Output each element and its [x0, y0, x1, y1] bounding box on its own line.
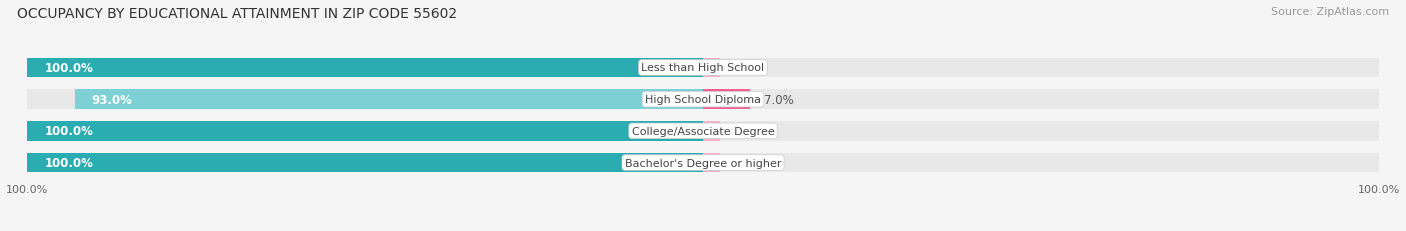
Text: 0.0%: 0.0%	[734, 156, 763, 169]
Bar	[703, 122, 1379, 141]
Text: 0.0%: 0.0%	[734, 125, 763, 138]
Text: OCCUPANCY BY EDUCATIONAL ATTAINMENT IN ZIP CODE 55602: OCCUPANCY BY EDUCATIONAL ATTAINMENT IN Z…	[17, 7, 457, 21]
Bar	[703, 58, 720, 78]
Bar	[27, 58, 703, 78]
Bar	[703, 58, 1379, 78]
Bar	[703, 122, 720, 141]
Text: College/Associate Degree: College/Associate Degree	[631, 126, 775, 136]
Text: High School Diploma: High School Diploma	[645, 95, 761, 105]
Text: 100.0%: 100.0%	[44, 125, 93, 138]
Bar	[703, 153, 720, 173]
Bar	[27, 153, 703, 173]
Text: Less than High School: Less than High School	[641, 63, 765, 73]
Text: 100.0%: 100.0%	[44, 62, 93, 75]
Bar	[27, 153, 703, 173]
Bar	[27, 90, 703, 109]
Text: Bachelor's Degree or higher: Bachelor's Degree or higher	[624, 158, 782, 168]
Bar	[703, 153, 1379, 173]
Bar	[75, 90, 703, 109]
Text: 93.0%: 93.0%	[91, 93, 132, 106]
Text: 100.0%: 100.0%	[44, 156, 93, 169]
Text: Source: ZipAtlas.com: Source: ZipAtlas.com	[1271, 7, 1389, 17]
Bar	[703, 90, 1379, 109]
Text: 7.0%: 7.0%	[763, 93, 793, 106]
Bar	[27, 122, 703, 141]
Bar	[703, 90, 751, 109]
Bar	[27, 122, 703, 141]
Bar	[27, 58, 703, 78]
Text: 0.0%: 0.0%	[734, 62, 763, 75]
